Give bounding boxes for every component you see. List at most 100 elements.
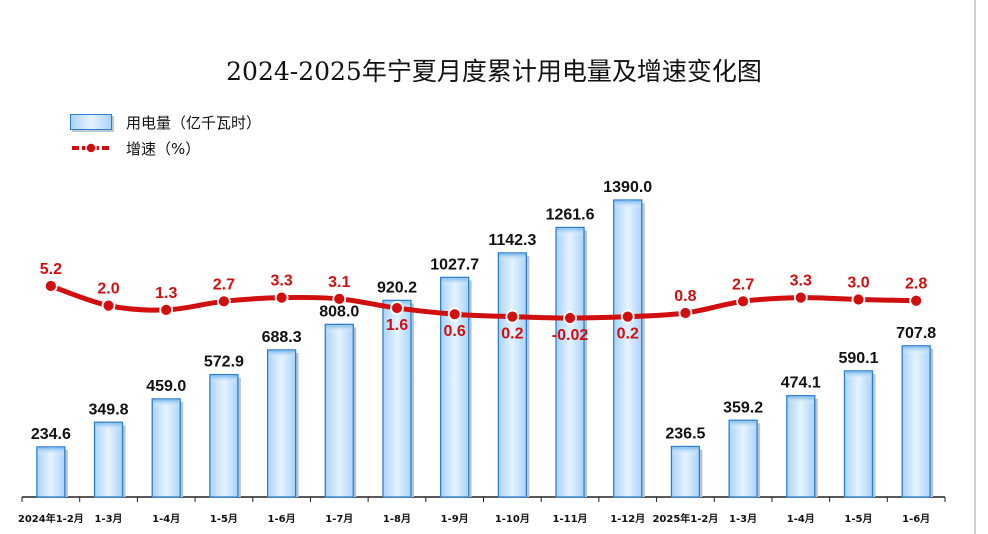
legend-label-consumption: 用电量（亿千瓦时） [126,113,262,132]
bar [555,226,585,498]
growth-point [390,301,404,315]
growth-value-label: 3.3 [790,273,812,290]
chart-title: 2024-2025年宁夏月度累计用电量及增速变化图 [226,57,762,86]
growth-point [909,293,924,308]
legend-line-swatch [72,142,110,154]
legend-item-growth: 增速（%） [70,137,200,159]
bar-top-highlight [210,375,237,384]
legend-item-consumption: 用电量（亿千瓦时） [70,111,261,133]
bar-value-label: 349.8 [89,401,129,418]
x-tick-label: 1-3月 [94,513,122,525]
bar-top-highlight [672,447,699,456]
growth-value-label: 3.3 [270,273,292,290]
bar-value-label: 590.1 [838,350,878,367]
bar [382,299,412,498]
x-tick-label: 1-5月 [844,513,872,525]
bar-top-highlight [499,253,526,262]
bar [613,199,643,498]
growth-value-label: 1.3 [155,285,177,302]
bar-value-label: 688.3 [262,329,302,346]
x-tick-label: 1-5月 [210,513,238,525]
bar [901,345,931,498]
bar [266,349,297,498]
bar-top-highlight [845,371,872,380]
bar-top-highlight [153,399,180,408]
x-tick-label: 2025年1-2月 [652,512,718,525]
bar [497,252,527,498]
bar-value-label: 1142.3 [488,232,536,249]
growth-value-label: 0.2 [501,326,523,343]
growth-point [620,309,635,324]
bar [843,370,874,498]
x-tick-label: 1-10月 [495,513,530,525]
growth-point [851,292,866,307]
growth-point [159,303,174,317]
bar-top-highlight [95,423,122,432]
growth-value-label: 0.6 [444,323,466,340]
growth-value-label: 2.7 [732,276,754,293]
x-tick-label: 1-6月 [268,513,296,525]
x-tick-label: 1-9月 [441,513,469,525]
growth-point [736,294,750,309]
bar [209,373,239,498]
growth-value-label: 2.8 [905,276,927,293]
bar-value-label: 808.0 [319,303,359,320]
bar-value-label: 1027.7 [430,256,479,273]
growth-value-label: 1.6 [386,317,408,334]
x-tick-label: 1-4月 [152,513,180,525]
growth-point [447,307,462,322]
x-tick-label: 1-8月 [383,513,411,525]
bar-top-highlight [730,421,757,430]
bar [151,398,181,498]
bar-value-label: 234.6 [31,426,71,443]
bar-value-label: 1261.6 [546,206,595,223]
growth-point [793,290,808,305]
growth-point [505,309,520,324]
bar [786,395,816,498]
x-tick-label: 1-3月 [729,513,757,525]
growth-value-label: 2.0 [97,281,119,298]
growth-value-label: -0.02 [552,327,589,344]
x-tick-label: 1-6月 [902,513,930,525]
bar [324,323,354,498]
legend-label-growth: 增速（%） [126,139,201,158]
bar-top-highlight [268,350,295,359]
growth-point [274,290,289,305]
bar [728,419,758,498]
bar-value-label: 707.8 [896,325,936,342]
growth-value-label: 2.7 [213,276,235,293]
growth-value-label: 3.1 [328,274,350,291]
bar-value-label: 359.2 [723,399,763,416]
bar-top-highlight [614,201,641,209]
growth-value-label: 5.2 [40,261,62,278]
bar-value-label: 920.2 [377,279,417,296]
growth-point [332,291,347,306]
growth-line [50,283,917,321]
growth-value-label: 3.0 [847,274,869,291]
bar-top-highlight [326,325,353,334]
growth-point [43,279,58,293]
x-tick-label: 1-11月 [553,513,588,525]
x-tick-label: 1-4月 [787,513,815,525]
bar-top-highlight [903,346,930,355]
growth-value-label: 0.2 [617,326,639,343]
growth-point [678,306,693,320]
x-tick-label: 2024年1-2月 [18,512,84,525]
growth-point [101,298,116,313]
growth-point [217,294,231,309]
growth-point [563,311,577,325]
growth-value-label: 0.8 [674,288,696,305]
x-tick-label: 1-7月 [325,513,353,525]
bar-value-label: 1390.0 [603,179,652,196]
x-tick-label: 1-12月 [610,513,645,525]
bar-value-label: 572.9 [204,354,244,371]
bar-value-label: 236.5 [665,425,705,442]
bar-top-highlight [37,447,64,456]
bar-top-highlight [557,228,584,237]
bar [93,421,124,498]
bar-value-label: 474.1 [781,375,821,392]
bar-top-highlight [441,278,468,287]
bar-top-highlight [787,396,814,405]
